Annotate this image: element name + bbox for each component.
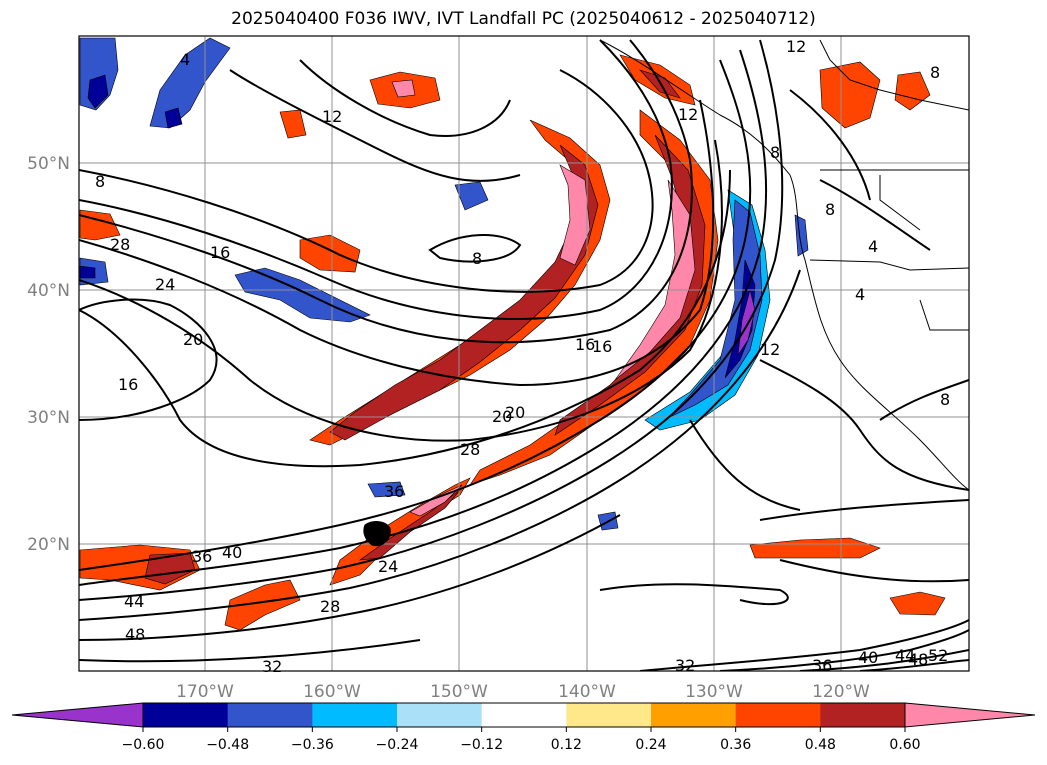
colorbar-segment	[312, 703, 398, 727]
neg-field-coastal-band-mid	[667, 199, 763, 419]
neg-field-west-edge-core	[79, 265, 96, 279]
contour-label: 44	[124, 592, 144, 611]
lat-lon-grid	[79, 36, 969, 671]
pos-field-north-peak	[391, 79, 416, 98]
contour-label: 12	[678, 105, 698, 124]
neg-field-gulf-alaska-core	[164, 107, 183, 129]
contour-label: 12	[322, 107, 342, 126]
colorbar-tick-label: −0.12	[460, 737, 503, 753]
contour-label: 48	[125, 625, 145, 644]
colorbar-segment	[651, 703, 737, 727]
contour-label: 36	[812, 656, 832, 675]
contour-label: 32	[262, 657, 282, 676]
colorbar-segment	[397, 703, 483, 727]
contour-label: 44	[895, 646, 915, 665]
neg-field-small-2	[367, 481, 406, 498]
colorbar-segment	[227, 703, 313, 727]
contour-label: 28	[110, 235, 130, 254]
pos-field-se	[749, 537, 881, 559]
contour-label: 28	[320, 597, 340, 616]
pos-field-arc-peak	[614, 179, 696, 381]
contour-label: 20	[505, 403, 525, 422]
lat-label-30n: 30°N	[27, 408, 70, 428]
iwv-contours	[79, 39, 969, 671]
pos-field-se-2	[889, 591, 946, 616]
neg-field-coastal-peak	[737, 288, 756, 356]
contour-label: 8	[825, 200, 835, 219]
coastlines	[363, 39, 969, 547]
map-plot-area	[79, 36, 969, 671]
pos-field-main-band-peak	[559, 164, 591, 266]
pos-field-nw-2	[279, 109, 307, 139]
contour-labels: 4 12 8 12 16 28 24 20 16 8 16 20 28 36 4…	[95, 37, 950, 676]
lat-label-50n: 50°N	[27, 154, 70, 174]
contour-label: 40	[222, 543, 242, 562]
contour-label: 4	[180, 50, 190, 69]
colorbar-segment	[481, 703, 567, 727]
pos-field-ne	[819, 61, 881, 129]
contour-label: 20	[492, 407, 512, 426]
colorbar-outline	[142, 702, 906, 728]
neg-field-nw-corner-core	[87, 74, 109, 109]
contour-label: 16	[118, 375, 138, 394]
contour-label: 8	[472, 249, 482, 268]
colorbar-tick-label: −0.36	[291, 737, 334, 753]
negative-anomaly-fields	[79, 37, 809, 531]
colorbar-tick-label: −0.60	[122, 737, 165, 753]
contour-label: 52	[928, 646, 948, 665]
lon-label-160w: 160°W	[303, 682, 361, 702]
colorbar-segment	[143, 703, 229, 727]
contour-label: 12	[786, 37, 806, 56]
lon-label-150w: 150°W	[430, 682, 488, 702]
contour-label: 28	[460, 440, 480, 459]
colorbar-tick-label: 0.12	[551, 737, 582, 753]
colorbar-tick-label: 0.24	[635, 737, 666, 753]
colorbar-tick-label: 0.60	[889, 737, 920, 753]
neg-field-small-1	[454, 181, 489, 211]
contour-label: 40	[858, 648, 878, 667]
figure-title: 2025040400 F036 IWV, IVT Landfall PC (20…	[231, 9, 816, 29]
colorbar-extend-max	[904, 702, 1036, 728]
contour-label: 36	[192, 547, 212, 566]
lon-label-140w: 140°W	[558, 682, 616, 702]
plot-frame	[78, 35, 970, 672]
colorbar-segment	[735, 703, 821, 727]
contour-label: 8	[930, 63, 940, 82]
contour-label: 20	[183, 330, 203, 349]
contour-label: 32	[675, 656, 695, 675]
contour-label: 4	[868, 237, 878, 256]
contour-label: 48	[908, 650, 928, 669]
colorbar-tick-label: −0.48	[206, 737, 249, 753]
lon-label-170w: 170°W	[176, 682, 234, 702]
colorbar-tick-label: 0.48	[805, 737, 836, 753]
contour-label: 8	[940, 390, 950, 409]
contour-label: 36	[384, 482, 404, 501]
lon-label-120w: 120°W	[812, 682, 870, 702]
contour-label: 16	[592, 337, 612, 356]
latitude-labels: 50°N 40°N 30°N 20°N	[27, 154, 70, 555]
colorbar-tick-label: 0.36	[720, 737, 751, 753]
pos-field-nw	[299, 234, 361, 273]
colorbar: −0.60 −0.48 −0.36 −0.24 −0.12 0.12 0.24 0.36 0.4…	[11, 702, 1036, 753]
contour-label: 16	[210, 243, 230, 262]
colorbar-segment	[820, 703, 906, 727]
contour-label: 24	[155, 275, 175, 294]
contour-label: 12	[760, 340, 780, 359]
lat-label-20n: 20°N	[27, 535, 70, 555]
lon-label-130w: 130°W	[685, 682, 743, 702]
colorbar-extend-min	[11, 702, 144, 728]
lat-label-40n: 40°N	[27, 281, 70, 301]
pos-field-sw	[224, 579, 301, 631]
contour-label: 8	[770, 143, 780, 162]
contour-label: 4	[855, 285, 865, 304]
colorbar-tick-label: −0.24	[376, 737, 419, 753]
contour-label: 8	[95, 172, 105, 191]
contour-label: 16	[575, 335, 595, 354]
longitude-labels: 170°W 160°W 150°W 140°W 130°W 120°W	[176, 682, 870, 702]
colorbar-segment	[566, 703, 652, 727]
contour-label: 24	[378, 557, 398, 576]
